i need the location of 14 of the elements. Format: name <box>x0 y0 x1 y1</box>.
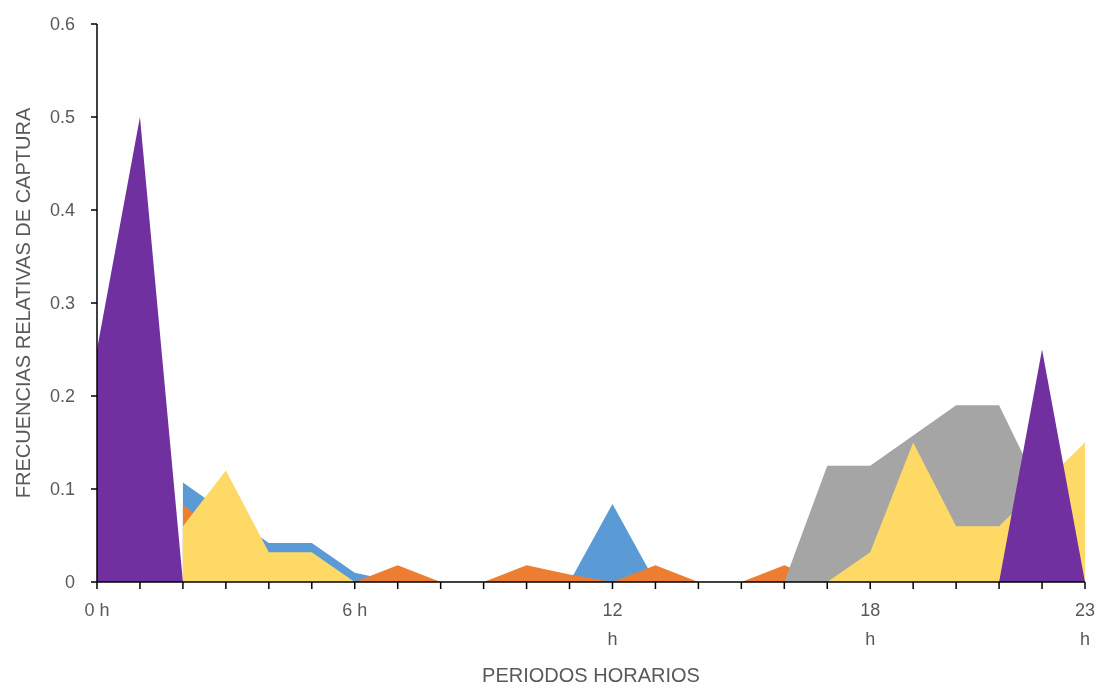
x-tick-label: 6 h <box>342 600 368 620</box>
y-tick-label: 0.2 <box>49 386 75 407</box>
y-tick-label: 0.6 <box>49 14 75 35</box>
x-axis-title: PERIODOS HORARIOS <box>482 664 700 686</box>
x-tick-label: 0 h <box>84 600 110 620</box>
y-tick-label: 0 <box>64 572 75 593</box>
y-tick-label: 0.5 <box>49 107 75 128</box>
y-axis-title: FRECUENCIAS RELATIVAS DE CAPTURA <box>12 107 34 499</box>
x-tick-label: 23 h <box>1074 600 1096 649</box>
x-tick-label: 12 h <box>602 600 623 649</box>
x-tick-label: 18 h <box>860 600 881 649</box>
y-tick-label: 0.1 <box>49 479 75 500</box>
y-tick-label: 0.3 <box>49 293 75 314</box>
y-tick-label: 0.4 <box>49 200 75 221</box>
